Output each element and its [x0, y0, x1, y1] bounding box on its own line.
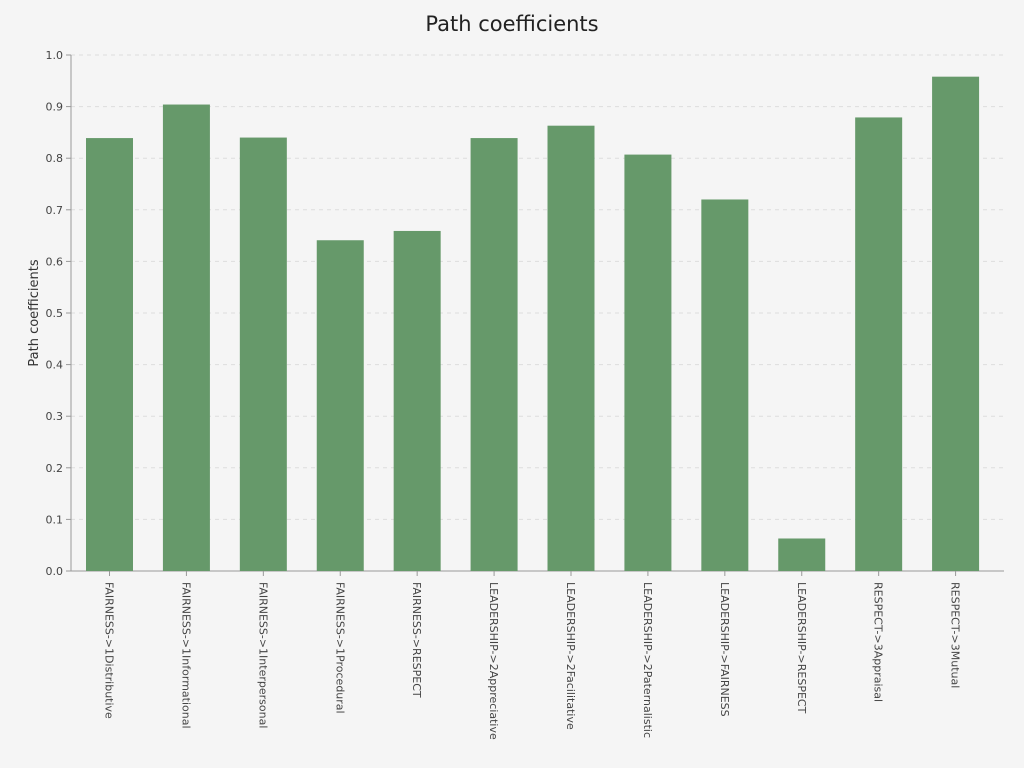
x-tick-label: FAIRNESS->1Interpersonal [256, 582, 269, 728]
bar [932, 76, 980, 571]
bar [778, 538, 826, 571]
y-tick-label: 0.0 [46, 565, 64, 578]
bar [701, 199, 749, 572]
bar [470, 138, 518, 572]
x-tick-label: FAIRNESS->RESPECT [410, 582, 423, 698]
y-tick-label: 0.2 [46, 462, 64, 475]
y-tick-label: 0.4 [46, 359, 64, 372]
x-tick-label: LEADERSHIP->2Facilitative [564, 582, 577, 730]
bar [393, 230, 441, 571]
bar [855, 117, 903, 571]
chart-title: Path coefficients [425, 12, 599, 36]
y-tick-label: 0.1 [46, 513, 64, 526]
x-tick-label: LEADERSHIP->FAIRNESS [718, 582, 731, 717]
x-tick-label: FAIRNESS->1Informational [179, 582, 192, 729]
bar [624, 154, 672, 571]
x-tick-label: LEADERSHIP->2Appreciative [487, 582, 500, 740]
x-tick-label: FAIRNESS->1Procedural [333, 582, 346, 714]
y-tick-label: 1.0 [46, 49, 64, 62]
x-tick-label: RESPECT->3Mutual [949, 582, 962, 688]
x-tick-label: LEADERSHIP->RESPECT [795, 582, 808, 714]
bar [86, 138, 133, 572]
y-tick-label: 0.6 [46, 255, 64, 268]
y-tick-label: 0.8 [46, 152, 64, 165]
bar [162, 104, 210, 571]
x-tick-label: FAIRNESS->1Distributive [103, 582, 116, 719]
x-tick-label: RESPECT->3Appraisal [872, 582, 885, 702]
y-axis-title: Path coefficients [27, 259, 42, 366]
bar [547, 125, 595, 571]
bar [316, 240, 364, 571]
y-tick-label: 0.9 [46, 101, 64, 114]
y-tick-label: 0.5 [46, 307, 64, 320]
x-tick-label: LEADERSHIP->2Paternalistic [641, 582, 654, 738]
y-tick-label: 0.3 [46, 410, 64, 423]
bar [239, 137, 287, 571]
y-tick-label: 0.7 [46, 204, 64, 217]
